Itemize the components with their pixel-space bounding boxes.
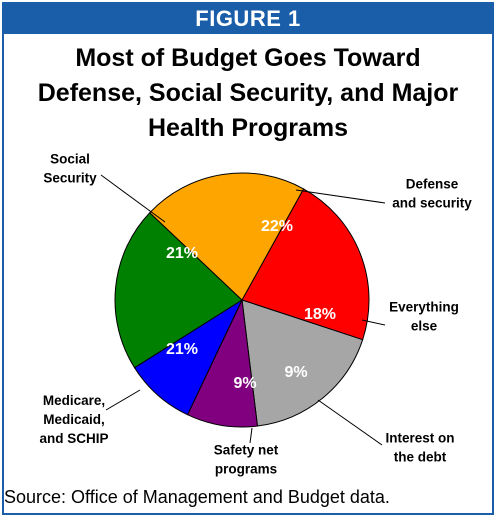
- slice-category-label: Medicare, Medicaid, and SCHIP: [39, 393, 108, 446]
- slice-value-label: 18%: [304, 306, 336, 323]
- title-line-1: Most of Budget Goes Toward: [75, 44, 421, 72]
- slice-category-label: Interest on the debt: [385, 431, 454, 465]
- slice-category-label: Defense and security: [392, 177, 472, 211]
- leader-line: [295, 189, 386, 204]
- source-note: Source: Office of Management and Budget …: [4, 487, 390, 507]
- pie-slice: [149, 172, 305, 301]
- title-line-3: Health Programs: [147, 114, 349, 142]
- chart-title: Most of Budget Goes Toward Defense, Soci…: [4, 41, 492, 146]
- slice-value-label: 9%: [284, 364, 307, 381]
- slice-value-label: 21%: [166, 245, 198, 262]
- pie-slice: [114, 212, 243, 369]
- slice-category-label: Everything else: [389, 300, 459, 334]
- slice-category-label: Social Security: [43, 152, 97, 186]
- slice-value-label: 9%: [233, 375, 256, 392]
- title-line-2: Defense, Social Security, and Major: [37, 79, 459, 107]
- figure-frame: FIGURE 1 Most of Budget Goes Toward Defe…: [2, 2, 494, 515]
- leader-line: [105, 389, 141, 411]
- pie-slice: [241, 188, 370, 341]
- slice-value-label: 21%: [166, 341, 198, 358]
- leader-line: [100, 174, 166, 223]
- slice-category-label: Safety net programs: [214, 443, 279, 477]
- leader-line: [249, 427, 253, 444]
- leader-line: [361, 319, 386, 326]
- pie-slice: [241, 299, 364, 427]
- leader-line: [317, 399, 383, 446]
- slice-value-label: 22%: [261, 218, 293, 235]
- figure-label: FIGURE 1: [4, 4, 492, 34]
